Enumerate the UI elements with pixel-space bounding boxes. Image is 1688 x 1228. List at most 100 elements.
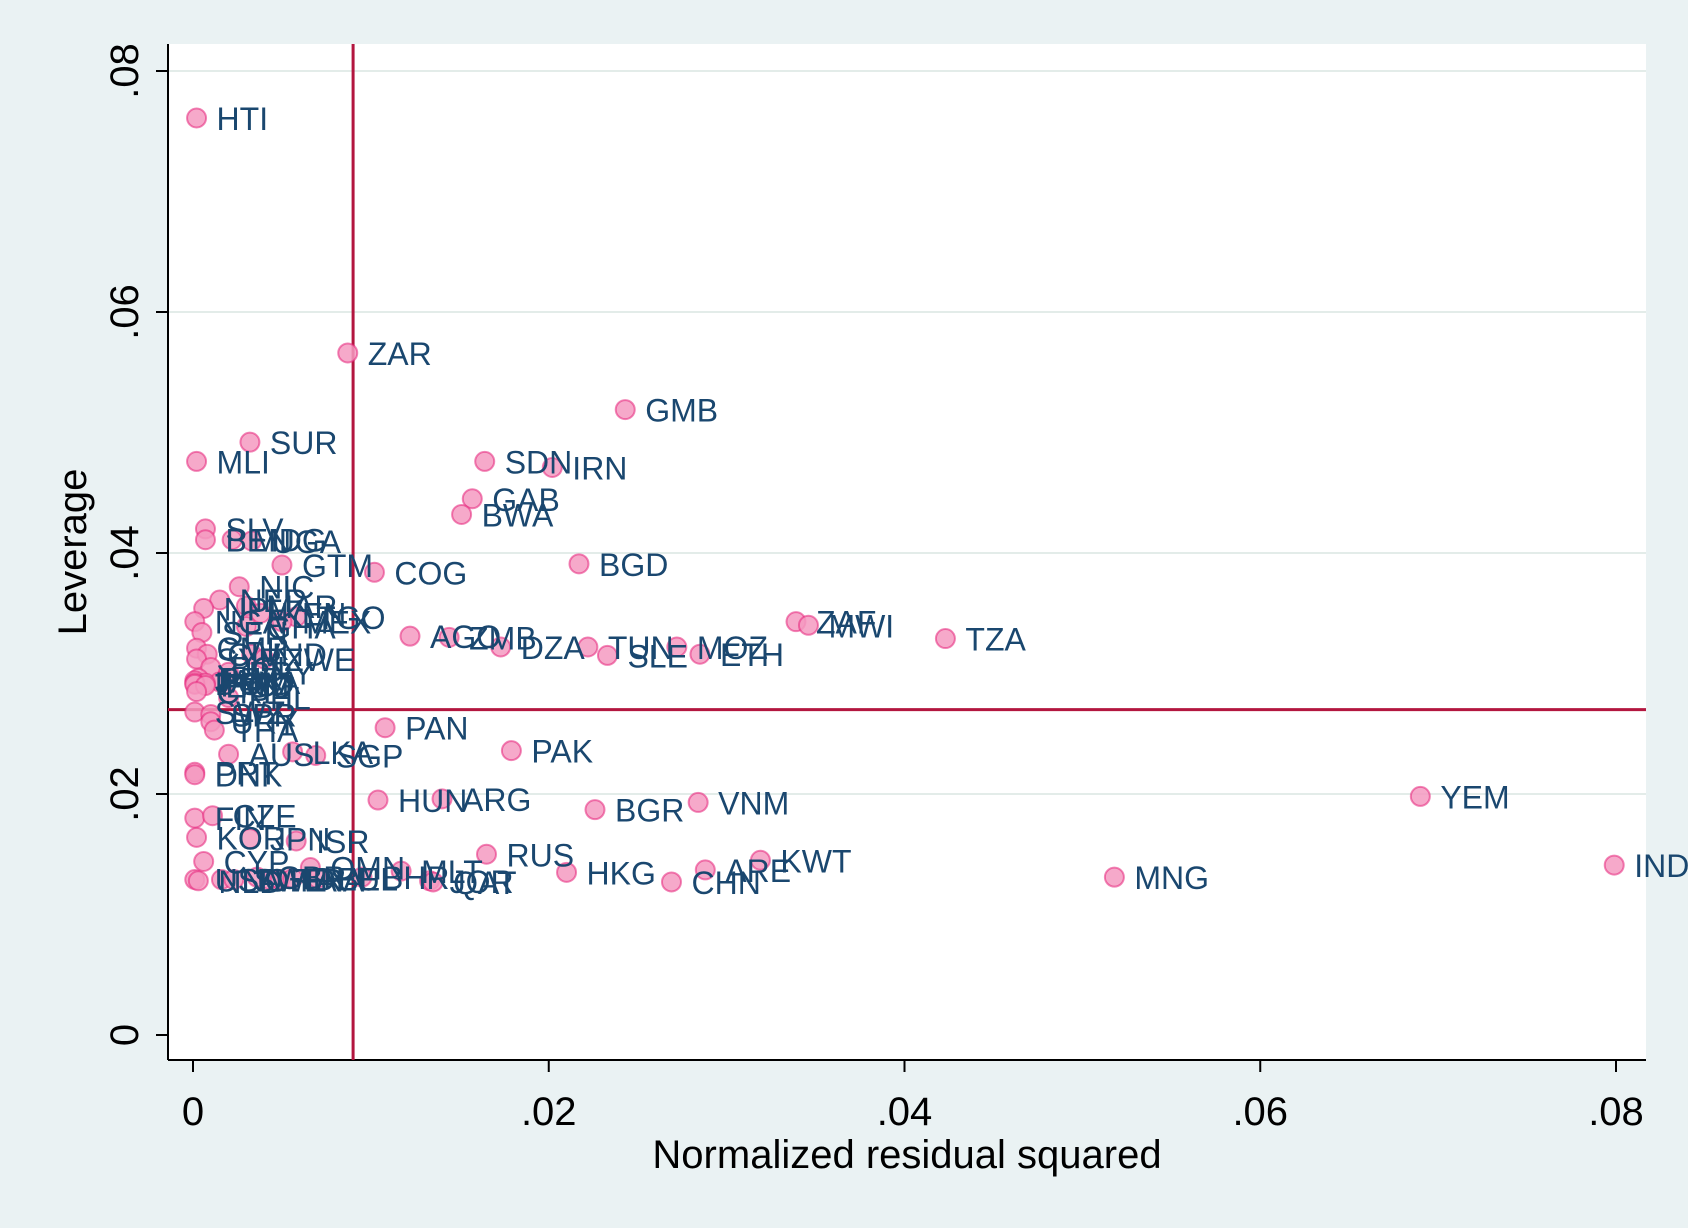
point-label-hkg: HKG [587, 855, 656, 891]
point-label-jam: JAM [215, 664, 279, 700]
x-axis-title: Normalized residual squared [652, 1133, 1161, 1177]
point-label-rus: RUS [506, 837, 574, 873]
point-label-chn: CHN [691, 865, 760, 901]
point-label-moz: MOZ [697, 630, 768, 666]
point-sgp [305, 744, 327, 766]
y-tick-label-1: .02 [103, 766, 147, 822]
point-label-pry: PRY [249, 655, 314, 691]
point-label-bol: BOL [231, 650, 295, 686]
point-cyp [193, 850, 215, 872]
point-label-ury: URY [231, 705, 298, 741]
point-label-mdg: MDG [252, 523, 327, 559]
point-label-sur: SUR [270, 425, 338, 461]
point-bwa [451, 503, 473, 525]
x-tick-label-4: .08 [1588, 1090, 1644, 1134]
point-mng [1103, 866, 1125, 888]
point-label-gbr: GBR [277, 860, 346, 896]
grid-lines [168, 70, 1646, 795]
point-zar [337, 342, 359, 364]
point-label-nld: NLD [218, 864, 282, 900]
point-label-ner: NER [240, 583, 308, 619]
point-zwe [253, 648, 275, 670]
point-lka [282, 741, 304, 763]
point-sdn [474, 450, 496, 472]
point-label-uga: UGA [272, 524, 342, 560]
point-eth [689, 643, 711, 665]
point-mex [271, 611, 293, 633]
point-label-tgo: TGO [316, 600, 385, 636]
point-label-zwe: ZWE [284, 642, 355, 678]
point-label-omn: OMN [330, 851, 405, 887]
point-pan [374, 717, 396, 739]
point-label-vnm: VNM [718, 785, 789, 821]
point-label-prt: PRT [215, 755, 278, 791]
point-bgr [584, 799, 606, 821]
point-label-per: PER [218, 661, 284, 697]
point-arg [431, 788, 453, 810]
axes: 0 .02 .04 .06 .08 0 .02 .04 .06 .08 [103, 43, 1646, 1134]
point-uga [241, 530, 263, 552]
point-label-cog: COG [394, 555, 467, 591]
point-label-zmb: ZMB [469, 620, 537, 656]
point-label-mng: MNG [1134, 860, 1209, 896]
point-label-phl: PHL [249, 681, 311, 717]
point-label-ecu: ECU [225, 669, 293, 705]
point-rus [475, 843, 497, 865]
point-label-gha: GHA [266, 610, 336, 646]
point-bhr [351, 866, 373, 888]
point-label-bgr: BGR [615, 793, 684, 829]
point-label-hun: HUN [398, 783, 467, 819]
point-chn [660, 871, 682, 893]
point-label-tza: TZA [965, 622, 1026, 658]
point-label-zaf: ZAF [816, 605, 876, 641]
point-irn [541, 456, 563, 478]
x-tick-label-1: .02 [521, 1090, 577, 1134]
point-label-nor: NOR [241, 863, 312, 899]
point-cze [202, 805, 224, 827]
point-nic [228, 576, 250, 598]
point-gmb [614, 399, 636, 421]
point-label-sgp: SGP [336, 738, 404, 774]
point-label-sle: SLE [627, 638, 687, 674]
point-nld [187, 870, 209, 892]
point-hti [186, 107, 208, 129]
point-kor [186, 826, 208, 848]
point-label-mar: MAR [266, 589, 337, 625]
point-label-sdn: SDN [505, 444, 573, 480]
point-label-bhr: BHR [382, 860, 450, 896]
point-label-mlt: MLT [421, 854, 483, 890]
point-kwt [749, 849, 771, 871]
data-points [184, 107, 1625, 893]
point-deu [282, 867, 304, 889]
point-mlt [390, 860, 412, 882]
point-dza [490, 636, 512, 658]
point-label-jor: JOR [450, 864, 514, 900]
point-label-mex: MEX [302, 605, 371, 641]
point-label-tto: TTO [215, 667, 278, 703]
point-label-dnk: DNK [215, 758, 283, 794]
point-pak [500, 740, 522, 762]
point-label-hti: HTI [217, 101, 269, 137]
point-label-civ: CIV [227, 637, 281, 673]
point-label-irn: IRN [572, 450, 627, 486]
point-label-eth: ETH [720, 637, 784, 673]
point-label-dza: DZA [521, 630, 586, 666]
point-label-yem: YEM [1440, 779, 1509, 815]
point-label-kwt: KWT [780, 843, 851, 879]
point-label-aus: AUS [249, 737, 315, 773]
point-label-mli: MLI [217, 444, 270, 480]
point-label-nic: NIC [259, 570, 314, 606]
point-tha [203, 719, 225, 741]
point-bel [307, 867, 329, 889]
point-label-swz: SWZ [215, 695, 286, 731]
point-label-pan: PAN [405, 711, 468, 747]
point-swe [223, 869, 245, 891]
point-fin [184, 807, 206, 829]
point-moz [666, 636, 688, 658]
x-tick-label-3: .06 [1232, 1090, 1288, 1134]
point-ner [209, 589, 231, 611]
point-label-ago: AGO [430, 619, 501, 655]
point-label-cze: CZE [233, 799, 297, 835]
point-label-ind: IND [272, 637, 327, 673]
point-label-bgd: BGD [599, 547, 668, 583]
